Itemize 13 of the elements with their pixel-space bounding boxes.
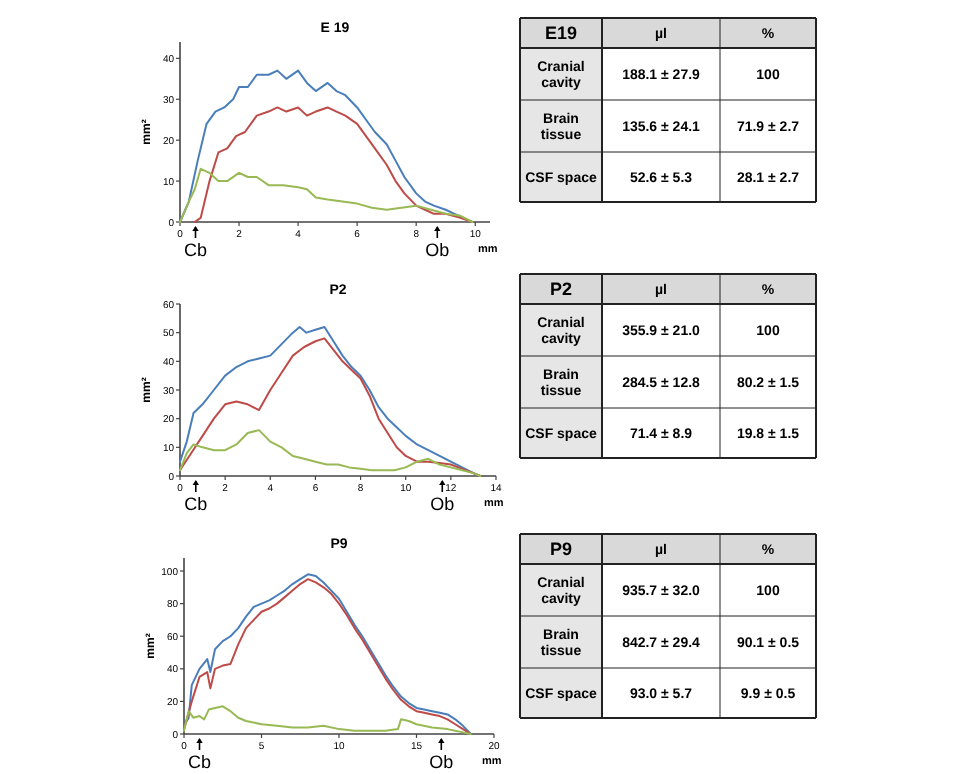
line-series [193,106,474,223]
text: P2 [549,279,573,299]
line-series [179,429,482,477]
text: E19 [544,23,578,43]
text: Ob [429,752,454,772]
text: P9 [549,539,573,559]
text: Cb [184,494,208,514]
line-series [183,705,472,735]
text: Cb [183,240,208,260]
line-series [179,167,474,223]
text: Ob [425,240,450,260]
text: Ob [430,494,455,514]
text: Cb [187,752,212,772]
